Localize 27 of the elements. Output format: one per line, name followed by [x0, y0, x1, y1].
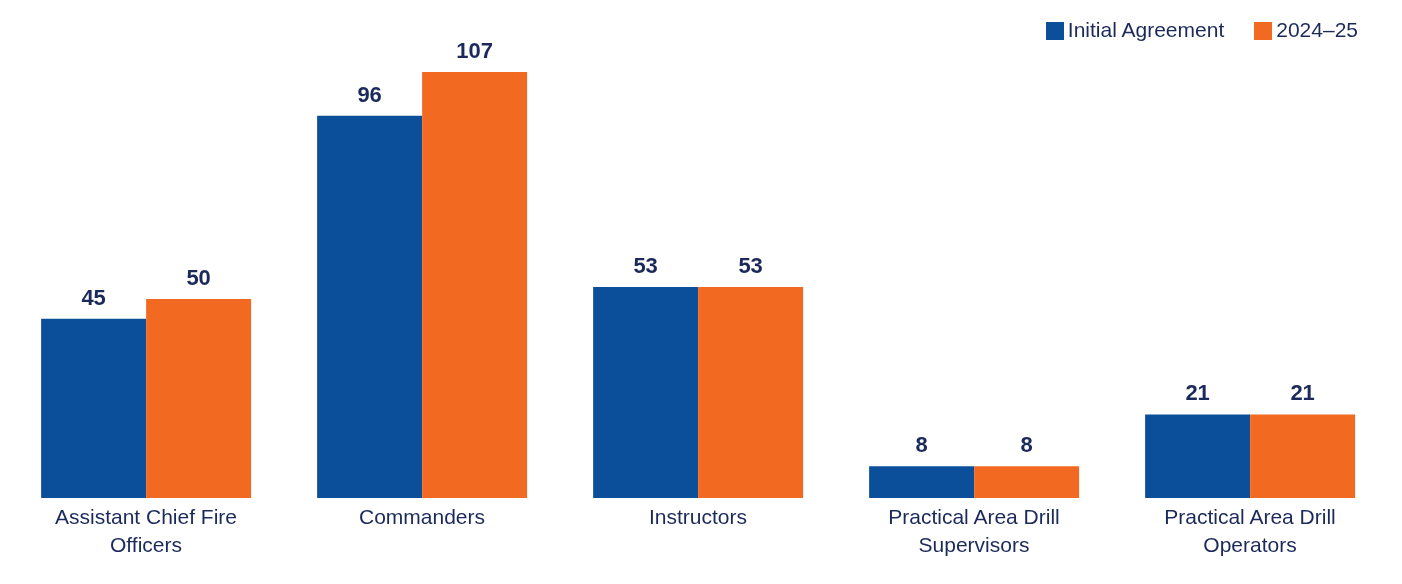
- bar: [146, 298, 252, 498]
- legend-label: Initial Agreement: [1067, 18, 1225, 41]
- data-label: 53: [633, 252, 658, 278]
- bar: [1145, 414, 1251, 498]
- data-label: 53: [738, 252, 763, 278]
- x-tick-label: Commanders: [358, 505, 486, 528]
- x-tick-label: Practical Area Drill Supervisors: [888, 505, 1060, 556]
- legend-label: 2024–25: [1276, 18, 1358, 41]
- data-label: 96: [357, 81, 382, 107]
- bar: [869, 466, 975, 498]
- data-label: 8: [1020, 432, 1033, 458]
- bar: [1250, 414, 1356, 498]
- x-tick-label: Instructors: [648, 505, 748, 528]
- data-label: 45: [81, 284, 106, 310]
- bar: [317, 115, 423, 498]
- data-label: 8: [915, 432, 928, 458]
- bar: [41, 318, 147, 498]
- bar: [593, 286, 699, 498]
- bar: [974, 466, 1080, 498]
- data-label: 21: [1290, 380, 1315, 406]
- x-tick-label: Assistant Chief Fire Officers: [54, 505, 238, 556]
- data-label: 21: [1185, 380, 1210, 406]
- bar: [422, 72, 528, 498]
- data-label: 107: [456, 38, 493, 63]
- data-label: 50: [186, 264, 211, 290]
- x-tick-label: Practical Area Drill Operators: [1164, 505, 1336, 556]
- bar: [698, 286, 804, 498]
